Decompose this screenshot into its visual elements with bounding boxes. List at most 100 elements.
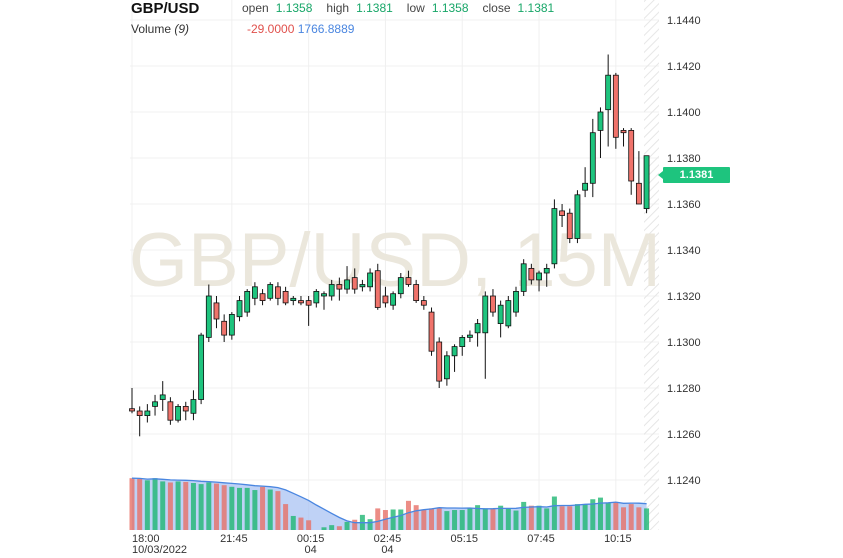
volume-label: Volume: [131, 22, 172, 36]
price-tick-label: 1.1400: [667, 107, 701, 119]
volume-bar: [490, 508, 496, 530]
volume-bar: [636, 507, 642, 530]
volume-bar: [221, 485, 227, 530]
volume-bar: [413, 505, 419, 530]
volume-bar: [551, 496, 557, 530]
volume-bar: [152, 478, 158, 530]
candle-body: [605, 74, 612, 111]
volume-bar: [137, 478, 143, 530]
volume-ma-line: [131, 477, 647, 524]
candle-body: [482, 295, 489, 334]
candle-body: [367, 272, 373, 288]
date-tick-label: 04: [305, 544, 317, 556]
low-value: 1.1358: [431, 1, 469, 15]
candle-body: [497, 304, 504, 325]
candle-body: [282, 290, 289, 304]
low-label: low: [406, 1, 425, 15]
volume-bar: [628, 504, 634, 530]
volume-bar: [198, 484, 204, 530]
price-tick-label: 1.1260: [667, 429, 701, 441]
volume-bar: [382, 510, 388, 530]
candle-body: [420, 300, 427, 306]
price-tick-label: 1.1340: [667, 245, 701, 257]
candle-body: [259, 293, 266, 302]
candle-body: [136, 410, 143, 416]
volume-bar: [336, 526, 342, 530]
price-tick-label: 1.1380: [667, 153, 701, 165]
volume-bar: [452, 510, 458, 530]
high-label: high: [326, 1, 350, 15]
volume-bar: [482, 508, 488, 530]
candle-body: [175, 405, 181, 421]
volume-bar: [352, 519, 358, 530]
candle-body: [528, 267, 535, 281]
time-tick-label: 10:15: [604, 533, 632, 545]
candle-body: [382, 295, 389, 304]
candle-body: [167, 401, 174, 421]
volume-bar: [306, 520, 312, 530]
candle-body: [474, 323, 481, 334]
candle-body: [436, 341, 443, 382]
volume-pane: [129, 477, 650, 530]
volume-bar: [160, 481, 166, 530]
candle-body: [182, 405, 189, 412]
volume-bar: [567, 506, 573, 530]
volume-bar: [429, 508, 435, 530]
candle-body: [589, 132, 596, 184]
date-tick-label: 10/03/2022: [132, 544, 187, 556]
candle-body: [574, 194, 581, 239]
candle-body: [597, 111, 604, 131]
volume-bar: [298, 517, 304, 530]
volume-bar: [498, 505, 504, 530]
volume-bar: [344, 521, 350, 530]
candle-body: [505, 300, 512, 327]
candle-body: [298, 300, 304, 304]
time-tick-label: 00:15: [297, 533, 325, 545]
volume-bar: [528, 505, 534, 530]
volume-bar: [275, 491, 281, 530]
price-tick-label: 1.1300: [667, 337, 701, 349]
volume-bar: [582, 504, 588, 530]
volume-bar: [459, 510, 465, 530]
ohlc-legend: open 1.1358 high 1.1381 low 1.1358 close 1.1381: [242, 1, 568, 15]
close-value: 1.1381: [517, 1, 555, 15]
candle-body: [520, 263, 527, 292]
time-tick-label: 07:45: [527, 533, 555, 545]
volume-bar: [521, 501, 527, 530]
candle-body: [344, 279, 350, 290]
candle-body: [490, 295, 496, 313]
candle-body: [313, 290, 320, 304]
candle-body: [459, 336, 466, 347]
candle-body: [635, 182, 642, 205]
candles: [129, 54, 650, 437]
candle-body: [374, 270, 381, 308]
volume-bar: [190, 483, 196, 530]
volume-bar: [367, 519, 373, 530]
close-label: close: [482, 1, 511, 15]
volume-bar: [244, 487, 250, 530]
volume-bar: [475, 505, 481, 530]
volume-bar: [605, 503, 611, 530]
candle-body: [213, 302, 220, 320]
candle-body: [620, 129, 627, 134]
price-axis[interactable]: 1.1440 1.1420 1.1400 1.1380 1.1360 1.1340 1.13…: [667, 15, 701, 487]
time-tick-label: 02:45: [374, 533, 402, 545]
volume-bar: [398, 509, 404, 530]
candle-body: [451, 346, 458, 357]
candle-body: [267, 284, 274, 299]
candle-body: [336, 284, 343, 290]
candle-body: [443, 355, 450, 380]
volume-bar: [590, 499, 596, 530]
volume-bar: [167, 482, 173, 530]
candle-body: [198, 334, 205, 400]
open-label: open: [242, 1, 269, 15]
candle-body: [275, 286, 281, 299]
volume-bar: [405, 500, 411, 530]
time-tick-label: 05:15: [450, 533, 478, 545]
future-area-hatch: [644, 0, 659, 530]
candle-body: [643, 155, 650, 209]
candle-body: [428, 311, 435, 352]
volume-bar: [436, 508, 442, 530]
